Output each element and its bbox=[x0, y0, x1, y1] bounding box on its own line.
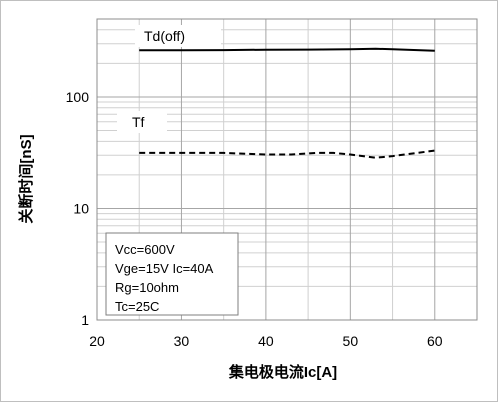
annotation-tdoff: Td(off) bbox=[135, 25, 221, 47]
conditions-box-frame bbox=[105, 232, 239, 316]
annotation-tf: Tf bbox=[117, 111, 167, 133]
x-axis-title: 集电极电流Ic[A] bbox=[228, 363, 337, 381]
x-tick-label: 20 bbox=[89, 333, 105, 349]
series-line-0 bbox=[139, 47, 435, 52]
condition-tc: Tc=25C bbox=[115, 299, 159, 314]
annotation-tdoff-text: Td(off) bbox=[144, 28, 185, 44]
y-tick-label: 100 bbox=[66, 89, 90, 105]
series-layer bbox=[139, 47, 435, 159]
y-tick-labels: 1 10 100 bbox=[66, 89, 90, 328]
x-tick-label: 50 bbox=[343, 333, 359, 349]
x-tick-labels: 20 30 40 50 60 bbox=[89, 333, 443, 349]
annotation-tf-text: Tf bbox=[132, 114, 145, 130]
y-tick-label: 10 bbox=[73, 200, 89, 216]
x-tick-label: 40 bbox=[258, 333, 274, 349]
conditions-box: Vcc=600V Vge=15V Ic=40A Rg=10ohm Tc=25C bbox=[105, 232, 239, 316]
condition-vge-ic: Vge=15V Ic=40A bbox=[115, 261, 214, 276]
annotation-tdoff-box bbox=[135, 25, 221, 47]
y-axis-title: 关断时间[nS] bbox=[17, 134, 35, 223]
plot-border bbox=[96, 18, 478, 321]
x-tick-label: 30 bbox=[174, 333, 190, 349]
annotation-tf-box bbox=[117, 111, 167, 133]
y-tick-label: 1 bbox=[81, 312, 89, 328]
condition-vcc: Vcc=600V bbox=[115, 242, 175, 257]
x-tick-label: 60 bbox=[427, 333, 443, 349]
condition-rg: Rg=10ohm bbox=[115, 280, 179, 295]
plot-area-border bbox=[96, 18, 478, 321]
series-line-1 bbox=[139, 149, 435, 159]
